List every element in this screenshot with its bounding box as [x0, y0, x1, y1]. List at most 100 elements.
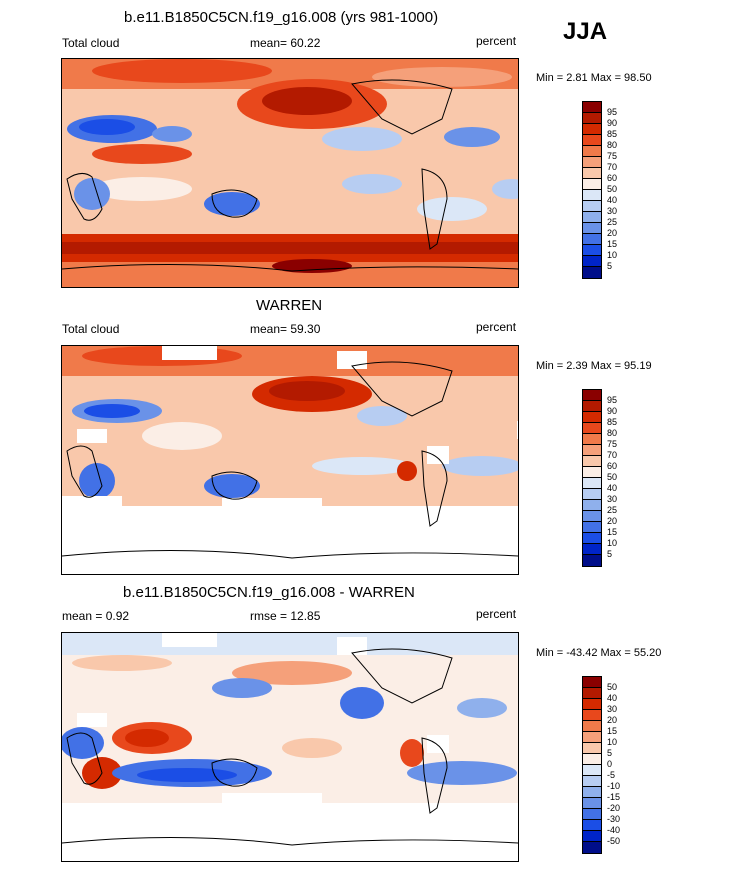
colorbar-tick: 25: [607, 217, 618, 227]
variable-label: Total cloud: [62, 322, 120, 336]
map-plot: [62, 346, 518, 574]
colorbar-tick: 15: [607, 726, 618, 736]
colorbar-tick: 15: [607, 527, 618, 537]
colorbar-segment: [583, 710, 601, 721]
colorbar-tick: 75: [607, 439, 618, 449]
colorbar-segment: [583, 478, 601, 489]
variable-label: Total cloud: [62, 36, 120, 50]
colorbar-segment: [583, 412, 601, 423]
colorbar-tick: -5: [607, 770, 616, 780]
min-max-label: Min = 2.39 Max = 95.19: [536, 360, 652, 372]
colorbar-segment: [583, 467, 601, 478]
colorbar-segment: [583, 743, 601, 754]
colorbar-segment: [583, 390, 601, 401]
colorbar-segment: [583, 113, 601, 124]
colorbar-tick: 5: [607, 261, 613, 271]
colorbar-tick: 5: [607, 549, 613, 559]
units-label: percent: [476, 34, 517, 48]
panel-title: b.e11.B1850C5CN.f19_g16.008 - WARREN: [123, 584, 415, 601]
colorbar-segment: [583, 732, 601, 743]
rmse-label: rmse = 12.85: [250, 609, 321, 623]
colorbar-tick: 90: [607, 118, 618, 128]
colorbar-tick: -30: [607, 814, 621, 824]
colorbar-segment: [583, 401, 601, 412]
colorbar-segment: [583, 820, 601, 831]
mean-label: mean= 59.30: [250, 322, 321, 336]
colorbar-tick: 20: [607, 516, 618, 526]
colorbar-tick: 50: [607, 472, 618, 482]
colorbar: [582, 389, 602, 567]
panel-title: WARREN: [256, 297, 323, 314]
colorbar-tick: 10: [607, 250, 618, 260]
colorbar-segment: [583, 124, 601, 135]
colorbar-segment: [583, 256, 601, 267]
colorbar-segment: [583, 445, 601, 456]
colorbar-segment: [583, 765, 601, 776]
colorbar-segment: [583, 223, 601, 234]
colorbar-tick: 30: [607, 704, 618, 714]
colorbar-segment: [583, 234, 601, 245]
colorbar-segment: [583, 489, 601, 500]
min-max-label: Min = 2.81 Max = 98.50: [536, 72, 652, 84]
colorbar-segment: [583, 511, 601, 522]
colorbar: [582, 101, 602, 279]
colorbar-segment: [583, 787, 601, 798]
colorbar-tick: 30: [607, 494, 618, 504]
colorbar-tick: 90: [607, 406, 618, 416]
colorbar-segment: [583, 798, 601, 809]
colorbar-segment: [583, 533, 601, 544]
colorbar-tick: 95: [607, 107, 618, 117]
colorbar-segment: [583, 699, 601, 710]
colorbar-segment: [583, 434, 601, 445]
colorbar-segment: [583, 754, 601, 765]
colorbar-segment: [583, 157, 601, 168]
colorbar-segment: [583, 555, 601, 566]
colorbar-tick: 80: [607, 140, 618, 150]
colorbar-tick: 60: [607, 173, 618, 183]
units-label: percent: [476, 320, 517, 334]
colorbar-tick: 60: [607, 461, 618, 471]
colorbar-tick: -15: [607, 792, 621, 802]
colorbar-tick: 20: [607, 715, 618, 725]
colorbar-segment: [583, 544, 601, 555]
colorbar-tick: 20: [607, 228, 618, 238]
colorbar-tick: 0: [607, 759, 613, 769]
colorbar-segment: [583, 212, 601, 223]
colorbar-tick: 25: [607, 505, 618, 515]
colorbar-tick: 40: [607, 483, 618, 493]
colorbar-tick: 40: [607, 693, 618, 703]
map-plot: [62, 633, 518, 861]
min-max-label: Min = -43.42 Max = 55.20: [536, 647, 662, 659]
colorbar-segment: [583, 456, 601, 467]
colorbar-segment: [583, 135, 601, 146]
colorbar-segment: [583, 776, 601, 787]
colorbar-segment: [583, 831, 601, 842]
colorbar-tick: 15: [607, 239, 618, 249]
colorbar-segment: [583, 168, 601, 179]
colorbar-segment: [583, 423, 601, 434]
colorbar-segment: [583, 500, 601, 511]
colorbar-tick: 70: [607, 162, 618, 172]
colorbar-tick: 85: [607, 417, 618, 427]
colorbar-segment: [583, 688, 601, 699]
colorbar-tick: 30: [607, 206, 618, 216]
colorbar-segment: [583, 102, 601, 113]
map-plot: [62, 59, 518, 287]
colorbar-segment: [583, 842, 601, 853]
colorbar-tick: 75: [607, 151, 618, 161]
colorbar-segment: [583, 721, 601, 732]
colorbar-tick: 95: [607, 395, 618, 405]
map-observed-total-cloud: [61, 345, 519, 575]
colorbar-segment: [583, 146, 601, 157]
colorbar-tick: -10: [607, 781, 621, 791]
colorbar-tick: 50: [607, 682, 618, 692]
colorbar-segment: [583, 267, 601, 278]
colorbar-tick: 85: [607, 129, 618, 139]
units-label: percent: [476, 607, 517, 621]
colorbar-segment: [583, 677, 601, 688]
mean-label: mean = 0.92: [62, 609, 130, 623]
colorbar-segment: [583, 522, 601, 533]
colorbar-segment: [583, 809, 601, 820]
colorbar-tick: 10: [607, 538, 618, 548]
colorbar-tick: 10: [607, 737, 618, 747]
